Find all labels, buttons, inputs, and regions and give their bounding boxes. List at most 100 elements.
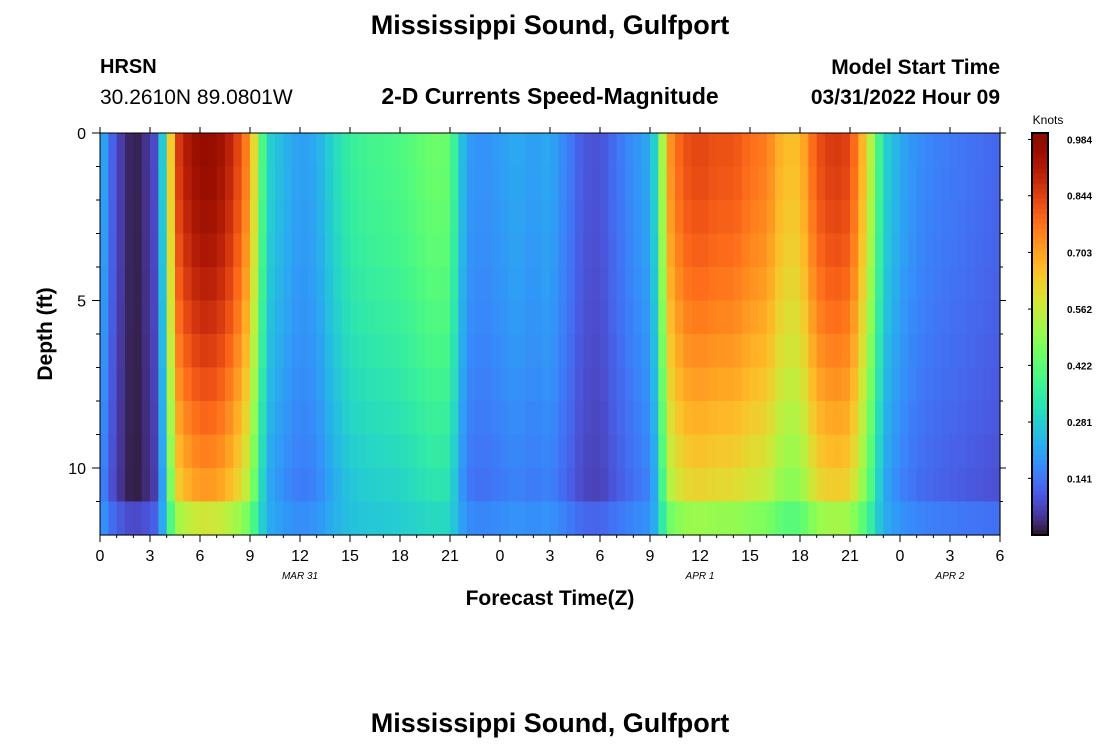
heat-cell bbox=[391, 200, 401, 235]
heat-cell bbox=[433, 200, 443, 235]
heat-cell bbox=[300, 133, 309, 168]
heat-cell bbox=[125, 468, 134, 503]
heat-cell bbox=[208, 334, 218, 369]
heat-cell bbox=[100, 233, 109, 268]
heat-cell bbox=[766, 468, 776, 503]
heat-cell bbox=[366, 267, 376, 302]
heat-cell bbox=[150, 401, 159, 436]
heat-cell bbox=[750, 233, 759, 268]
heat-cell bbox=[791, 501, 801, 536]
heat-cell bbox=[666, 200, 676, 235]
heat-cell bbox=[333, 367, 343, 402]
heat-cell bbox=[458, 334, 468, 369]
heat-cell bbox=[816, 300, 826, 335]
heat-cell bbox=[183, 233, 193, 268]
heat-cell bbox=[200, 166, 209, 201]
heat-cell bbox=[233, 468, 243, 503]
heat-cell bbox=[800, 334, 809, 369]
heat-cell bbox=[975, 501, 984, 536]
heat-cell bbox=[600, 401, 609, 436]
x-tick-label: 12 bbox=[691, 548, 709, 565]
heat-cell bbox=[158, 233, 168, 268]
heat-cell bbox=[891, 267, 901, 302]
colorbar-segment bbox=[1032, 359, 1048, 365]
heat-cell bbox=[258, 367, 268, 402]
heat-cell bbox=[241, 233, 251, 268]
heat-cell bbox=[191, 200, 201, 235]
heat-cell bbox=[250, 434, 259, 469]
heat-cell bbox=[200, 233, 209, 268]
y-axis: 0 5 10 bbox=[68, 126, 1006, 502]
heat-cell bbox=[425, 133, 434, 168]
heat-cell bbox=[100, 300, 109, 335]
heat-cell bbox=[600, 166, 609, 201]
heat-cell bbox=[983, 166, 993, 201]
heat-cell bbox=[500, 367, 509, 402]
heat-cell bbox=[908, 401, 918, 436]
heat-cell bbox=[800, 401, 809, 436]
heat-cell bbox=[591, 334, 601, 369]
heat-cell bbox=[766, 501, 776, 536]
heat-cell bbox=[833, 501, 843, 536]
heat-cell bbox=[983, 367, 993, 402]
heat-cell bbox=[475, 267, 484, 302]
heat-cell bbox=[300, 501, 309, 536]
heat-cell bbox=[491, 434, 501, 469]
heat-cell bbox=[941, 267, 951, 302]
heat-cell bbox=[900, 267, 909, 302]
heat-cell bbox=[883, 133, 893, 168]
heat-cell bbox=[366, 334, 376, 369]
heat-cell bbox=[475, 133, 484, 168]
heat-cell bbox=[216, 367, 226, 402]
heat-cell bbox=[791, 434, 801, 469]
heat-cell bbox=[141, 166, 151, 201]
heat-cell bbox=[833, 200, 843, 235]
heat-cell bbox=[175, 133, 184, 168]
heat-cell bbox=[375, 334, 384, 369]
heat-cell bbox=[316, 434, 326, 469]
heat-cell bbox=[483, 434, 493, 469]
heat-cell bbox=[316, 367, 326, 402]
heat-cell bbox=[758, 501, 768, 536]
heat-cell bbox=[500, 468, 509, 503]
heat-cell bbox=[900, 166, 909, 201]
heat-cell bbox=[150, 200, 159, 235]
heat-cell bbox=[725, 300, 734, 335]
heat-cell bbox=[833, 401, 843, 436]
heat-cell bbox=[775, 233, 784, 268]
heat-cell bbox=[191, 133, 201, 168]
heat-cell bbox=[691, 501, 701, 536]
heat-cell bbox=[358, 434, 368, 469]
heat-cell bbox=[283, 501, 293, 536]
heat-cell bbox=[725, 434, 734, 469]
heat-cell bbox=[508, 334, 518, 369]
heat-cell bbox=[325, 334, 334, 369]
heat-cell bbox=[216, 300, 226, 335]
colorbar-segment bbox=[1032, 454, 1048, 461]
heat-cell bbox=[383, 401, 393, 436]
heat-cell bbox=[508, 434, 518, 469]
heat-cell bbox=[700, 166, 709, 201]
heat-cell bbox=[566, 434, 576, 469]
heat-cell bbox=[466, 200, 476, 235]
x-tick-label: 6 bbox=[596, 548, 605, 565]
heat-cell bbox=[441, 200, 451, 235]
heat-cell bbox=[575, 434, 584, 469]
heat-cell bbox=[825, 434, 834, 469]
heat-cell bbox=[225, 367, 234, 402]
heat-cell bbox=[883, 233, 893, 268]
heat-cell bbox=[491, 401, 501, 436]
heat-cell bbox=[158, 267, 168, 302]
heat-cell bbox=[358, 133, 368, 168]
heat-cell bbox=[533, 367, 543, 402]
heat-cell bbox=[583, 166, 593, 201]
heat-cell bbox=[916, 401, 926, 436]
heat-cell bbox=[333, 200, 343, 235]
heat-cell bbox=[433, 133, 443, 168]
heat-cell bbox=[766, 334, 776, 369]
heat-cell bbox=[625, 367, 634, 402]
heat-cell bbox=[441, 468, 451, 503]
heat-cell bbox=[450, 434, 459, 469]
heat-cell bbox=[658, 501, 668, 536]
heat-cell bbox=[525, 166, 534, 201]
